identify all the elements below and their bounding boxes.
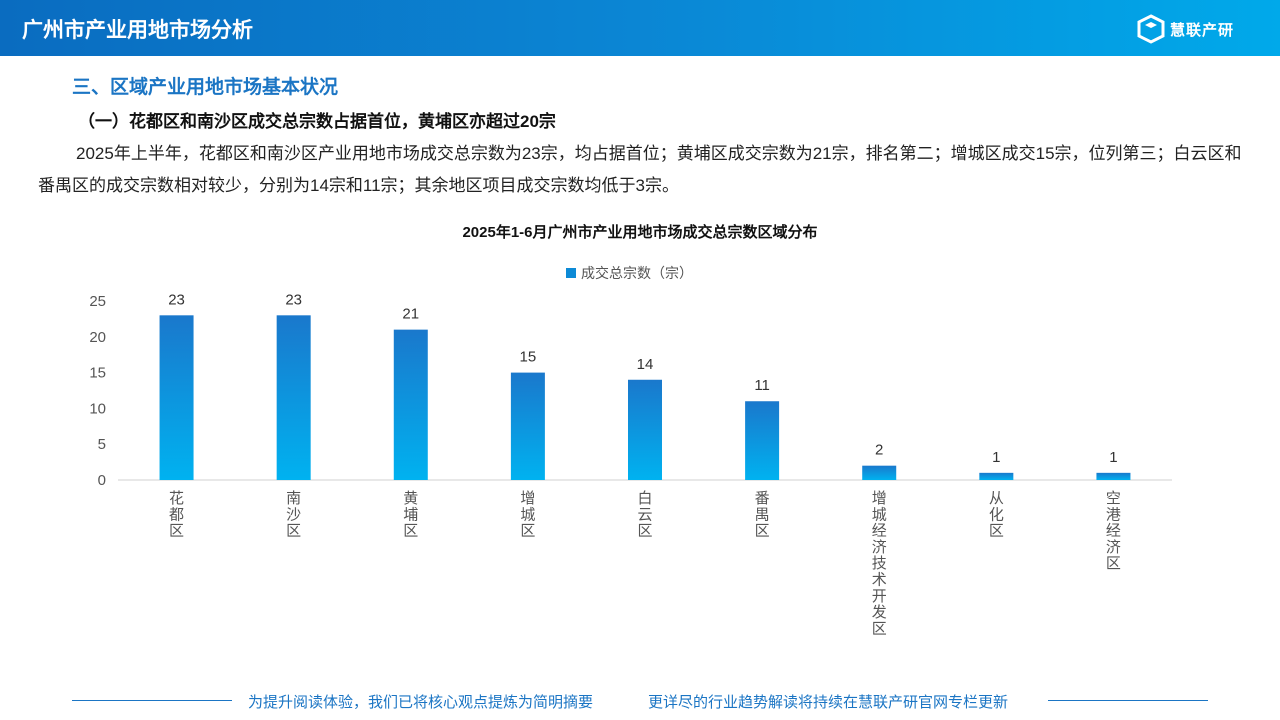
x-tick-label: 空港经济区 — [1106, 490, 1121, 572]
x-tick-label: 南沙区 — [286, 490, 301, 540]
logo-text: 慧联产研 — [1170, 21, 1235, 39]
data-label: 21 — [402, 306, 419, 323]
data-label: 1 — [1109, 449, 1117, 466]
x-tick-label: 白云区 — [637, 490, 652, 540]
section-title: 三、区域产业用地市场基本状况 — [72, 77, 339, 98]
x-tick-label: 番禺区 — [755, 490, 770, 540]
bar — [745, 401, 780, 480]
bar — [862, 465, 897, 480]
x-tick-label: 花都区 — [169, 490, 184, 540]
bar — [510, 372, 545, 480]
bar — [393, 329, 428, 480]
y-tick-label: 5 — [98, 436, 106, 453]
header-bar: 广州市产业用地市场分析 慧联产研 — [0, 0, 1280, 56]
bar — [979, 472, 1014, 480]
y-tick-label: 0 — [98, 472, 106, 489]
footer-divider — [1048, 700, 1208, 701]
logo: 慧联产研 — [1136, 14, 1234, 44]
page-title: 广州市产业用地市场分析 — [22, 19, 253, 42]
footer-left-text: 为提升阅读体验，我们已将核心观点提炼为简明摘要 — [248, 694, 594, 711]
summary-paragraph: 2025年上半年，花都区和南沙区产业用地市场成交总宗数为23宗，均占据首位；黄埔… — [38, 144, 1242, 195]
data-label: 14 — [637, 356, 654, 373]
chart-title: 2025年1-6月广州市产业用地市场成交总宗数区域分布 — [462, 224, 818, 241]
legend-swatch — [566, 268, 576, 278]
data-label: 15 — [520, 349, 537, 366]
footer-divider — [72, 700, 232, 701]
legend-label: 成交总宗数（宗） — [581, 265, 693, 281]
data-label: 2 — [875, 442, 883, 459]
data-label: 23 — [285, 291, 302, 308]
bar — [628, 379, 662, 480]
subsection-title: （一）花都区和南沙区成交总宗数占据首位，黄埔区亦超过20宗 — [78, 112, 556, 131]
chart-legend: 成交总宗数（宗） — [566, 263, 693, 283]
data-label: 1 — [992, 449, 1000, 466]
y-tick-label: 25 — [89, 293, 106, 310]
cube-logo-icon — [1137, 14, 1165, 44]
data-label: 11 — [754, 377, 770, 394]
y-tick-label: 20 — [89, 329, 106, 346]
y-tick-label: 15 — [89, 365, 106, 382]
x-tick-label: 黄埔区 — [403, 490, 418, 540]
x-tick-label: 增城区 — [520, 490, 535, 540]
y-tick-label: 10 — [89, 400, 106, 417]
data-label: 23 — [168, 291, 185, 308]
x-tick-label: 增城经济技术开发区 — [872, 490, 887, 637]
bar — [276, 315, 311, 480]
footer: 为提升阅读体验，我们已将核心观点提炼为简明摘要 更详尽的行业趋势解读将持续在慧联… — [0, 690, 1280, 712]
footer-right-text: 更详尽的行业趋势解读将持续在慧联产研官网专栏更新 — [648, 694, 1009, 711]
bar — [1096, 472, 1131, 480]
bar — [159, 315, 194, 480]
x-tick-label: 从化区 — [989, 490, 1004, 540]
